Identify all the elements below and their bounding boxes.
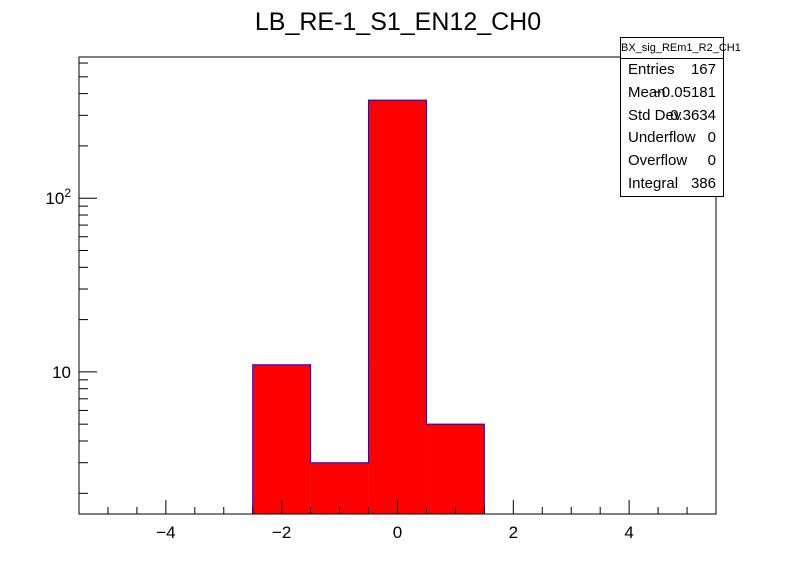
stats-value: 167 [690,61,716,78]
chart-title: LB_RE-1_S1_EN12_CH0 [255,8,541,36]
histogram-bar [252,364,311,514]
stats-label: Integral [628,174,679,192]
stats-box: BX_sig_REm1_R2_CH1 Entries 167 Mean −0.0518… [620,37,741,197]
stats-value: 0.3634 [670,106,716,124]
stats-label: Underflow [628,129,696,147]
x-tick-label: 0 [393,523,402,542]
stats-row: Overflow 0 [621,150,723,173]
stats-label: Std Dev [628,106,682,124]
stats-label: Overflow [628,152,688,170]
stats-row: Integral 386 [621,173,723,196]
x-tick-label: 4 [624,523,633,542]
stats-label: Entries [628,61,675,78]
histogram-bar [426,424,485,514]
stats-row: Underflow 0 [621,127,723,150]
stats-title: BX_sig_REm1_R2_CH1 [621,38,741,59]
stats-row: Mean −0.05181 [621,82,723,105]
stats-value: 0 [707,152,716,170]
x-tick-label: −2 [272,523,291,542]
histogram-bar [310,462,369,514]
y-tick-label: 10 [52,363,71,382]
x-tick-label: −4 [156,523,175,542]
stats-row: Std Dev 0.3634 [621,105,723,128]
stats-label: Mean [628,83,666,101]
stats-value: 386 [690,174,716,192]
x-tick-label: 2 [509,523,518,542]
histogram-bar [368,100,427,515]
stats-value: −0.05181 [653,83,716,101]
stats-row: Entries 167 [621,59,723,82]
y-tick-label: 102 [45,186,71,208]
histogram-outline [252,99,485,514]
stats-value: 0 [707,129,716,147]
